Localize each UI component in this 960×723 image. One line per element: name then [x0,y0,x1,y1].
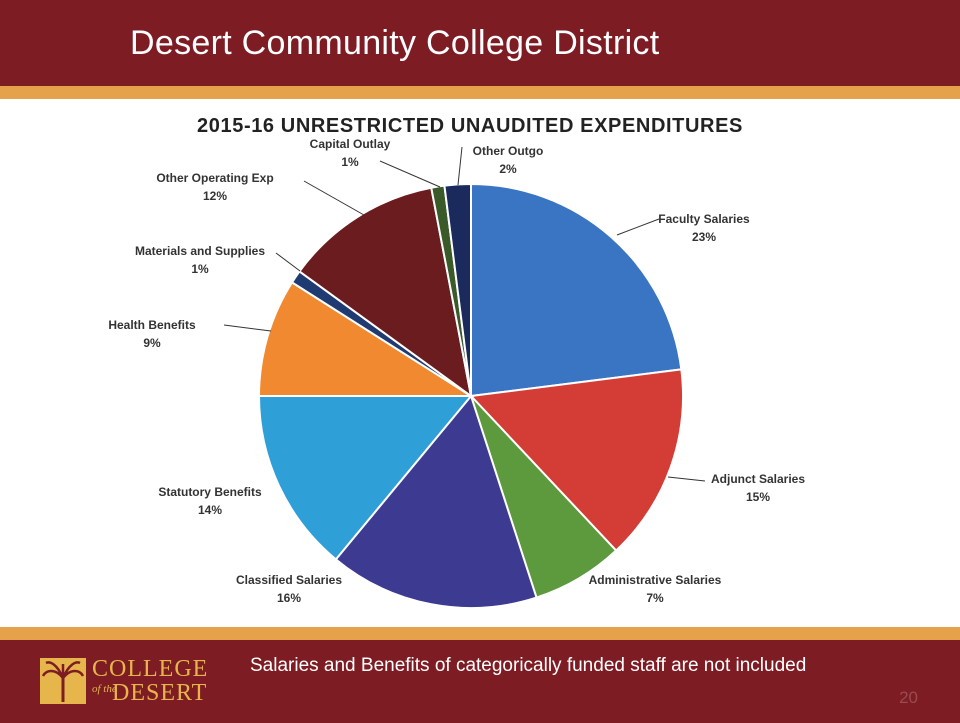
slice-label: Other Outgo [473,144,544,158]
logo-text-of-the: of the [92,683,117,695]
slice-label: Adjunct Salaries [711,472,805,486]
header-banner: Desert Community College District [0,0,960,86]
logo-text-desert: DESERT [112,680,208,706]
pie-slice [334,393,538,609]
slice-percent-label: 14% [198,503,222,517]
slice-percent-label: 16% [277,591,301,605]
leader-line [667,476,706,482]
slice-percent-label: 12% [203,189,227,203]
college-logo: COLLEGE of the DESERT [40,656,240,710]
top-accent-band [0,86,960,99]
slice-label: Health Benefits [108,318,196,332]
leader-line [457,146,463,186]
footer-banner: COLLEGE of the DESERT Salaries and Benef… [0,640,960,723]
slice-percent-label: 1% [191,262,209,276]
pie-slice [468,368,684,552]
pie-slice [257,281,475,397]
slice-label: Materials and Supplies [135,244,265,258]
chart-title: 2015-16 UNRESTRICTED UNAUDITED EXPENDITU… [197,115,743,137]
leader-line [379,160,441,188]
leader-line [275,252,301,272]
pie-slice [298,186,473,399]
slice-label: Classified Salaries [236,573,342,587]
pie-slice [257,395,474,561]
slice-label: Statutory Benefits [158,485,262,499]
slice-label: Faculty Salaries [658,212,750,226]
logo-text-college: COLLEGE [92,656,209,682]
slice-percent-label: 7% [646,591,664,605]
pie-chart: Faculty Salaries 23% Adjunct Salaries 15% Ad… [108,137,805,609]
leader-line [303,180,365,216]
slice-percent-label: 2% [499,162,517,176]
page-title: Desert Community College District [130,24,660,62]
slice-percent-label: 15% [746,490,770,504]
slice-percent-label: 9% [143,336,161,350]
leader-line [223,324,272,332]
pie-slice [470,182,683,398]
leader-line [616,218,660,236]
slice-percent-label: 23% [692,230,716,244]
page-number: 20 [899,688,918,707]
palm-tree-icon [40,658,86,704]
slice-percent-label: 1% [341,155,359,169]
slice-label: Capital Outlay [310,137,391,151]
chart-area: 2015-16 UNRESTRICTED UNAUDITED EXPENDITU… [0,99,960,627]
bottom-accent-band [0,627,960,640]
slice-label: Administrative Salaries [589,573,722,587]
footer-note: Salaries and Benefits of categorically f… [250,655,807,676]
slice-label: Other Operating Exp [156,171,273,185]
